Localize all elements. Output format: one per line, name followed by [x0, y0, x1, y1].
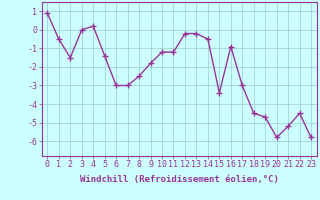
X-axis label: Windchill (Refroidissement éolien,°C): Windchill (Refroidissement éolien,°C) [80, 175, 279, 184]
